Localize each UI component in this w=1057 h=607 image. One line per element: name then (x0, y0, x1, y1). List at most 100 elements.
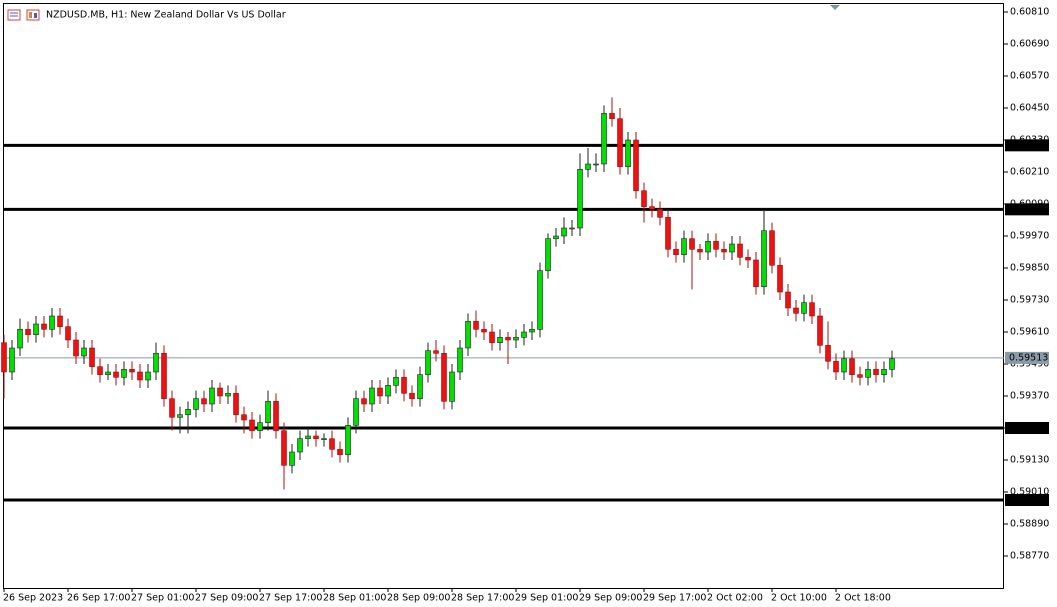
candle-body (809, 302, 815, 317)
x-tick-label: 28 Sep 01:00 (323, 593, 386, 604)
level-label: 0.59250 (1009, 423, 1048, 434)
candle-body (17, 329, 23, 349)
candle-body (441, 353, 447, 402)
candle-body (849, 358, 855, 375)
y-tick-label: 0.60690 (1010, 39, 1049, 50)
candle-body (417, 374, 423, 399)
y-tick-label: 0.59850 (1010, 263, 1049, 274)
symbol-icon (7, 9, 40, 21)
candle-body (697, 249, 703, 253)
y-tick-label: 0.59730 (1010, 295, 1049, 306)
candle-body (297, 438, 303, 453)
candle-body (865, 369, 871, 378)
candle-body (329, 438, 335, 450)
candle-body (105, 371, 111, 375)
candle-body (489, 331, 495, 343)
candle-body (857, 374, 863, 378)
candle-body (609, 113, 615, 119)
candle-body (9, 347, 15, 373)
candle-body (169, 398, 175, 418)
candle-body (65, 326, 71, 341)
candle-body (505, 337, 511, 341)
candle-body (161, 353, 167, 399)
shift-marker (830, 5, 840, 10)
y-tick-label: 0.59370 (1010, 391, 1049, 402)
candle-body (145, 371, 151, 381)
x-tick-label: 29 Sep 17:00 (643, 593, 706, 604)
candle-body (49, 315, 55, 330)
candle-body (801, 302, 807, 314)
x-tick-label: 27 Sep 09:00 (195, 593, 258, 604)
candle-body (785, 291, 791, 309)
candle-body (521, 331, 527, 338)
candle-body (561, 227, 567, 237)
candle-body (569, 227, 575, 230)
candle-body (841, 358, 847, 373)
candle-body (825, 345, 831, 362)
candle-body (473, 321, 479, 330)
level-label-box (1005, 494, 1049, 506)
candle-body (369, 387, 375, 405)
candle-body (665, 217, 671, 250)
candle-body (513, 337, 519, 341)
level-label-box (1005, 139, 1049, 152)
candle-body (401, 377, 407, 394)
candle-body (657, 209, 663, 218)
candle-body (465, 321, 471, 349)
candle-body (73, 339, 79, 357)
candle-body (537, 270, 543, 330)
candle-body (425, 350, 431, 375)
x-tick-label: 29 Sep 01:00 (515, 593, 578, 604)
candle-body (761, 230, 767, 287)
candle-body (497, 337, 503, 343)
candle-body (377, 387, 383, 397)
candle-body (585, 163, 591, 170)
candle-body (249, 419, 255, 431)
candle-body (25, 329, 31, 335)
candle-body (361, 398, 367, 405)
candle-body (481, 329, 487, 333)
candle-body (1, 342, 7, 373)
candle-body (409, 393, 415, 399)
candle-body (313, 435, 319, 439)
x-tick-label: 27 Sep 01:00 (131, 593, 194, 604)
candle-body (721, 249, 727, 253)
x-tick-label: 2 Oct 10:00 (771, 593, 827, 604)
level-label-box (1005, 203, 1049, 216)
candle-body (681, 238, 687, 255)
y-tick-label: 0.59130 (1010, 455, 1049, 466)
y-tick-label: 0.59010 (1010, 487, 1049, 498)
candle-body (81, 347, 87, 357)
candle-body (233, 393, 239, 415)
candle-body (673, 249, 679, 255)
candle-body (33, 323, 39, 335)
candle-body (337, 449, 343, 455)
candle-body (457, 347, 463, 373)
x-tick-label: 29 Sep 09:00 (579, 593, 642, 604)
candle-body (641, 190, 647, 207)
candle-body (769, 230, 775, 266)
candle-body (833, 361, 839, 373)
candle-body (385, 385, 391, 397)
candle-body (129, 369, 135, 373)
candle-body (209, 387, 215, 405)
candle-body (545, 238, 551, 271)
current-price-label: 0.59513 (1009, 352, 1048, 363)
x-tick-label: 26 Sep 2023 (3, 593, 63, 604)
candle-body (817, 315, 823, 346)
candle-body (353, 398, 359, 426)
candle-body (881, 369, 887, 375)
x-tick-label: 28 Sep 17:00 (451, 593, 514, 604)
plot-frame (3, 3, 1004, 589)
candle-body (553, 235, 559, 239)
level-label: 0.60310 (1009, 140, 1048, 151)
x-tick-label: 28 Sep 09:00 (387, 593, 450, 604)
candle-body (777, 265, 783, 293)
candle-body (737, 243, 743, 258)
level-label: 0.58980 (1009, 495, 1048, 506)
candle-body (273, 401, 279, 431)
candle-body (121, 369, 127, 378)
candle-body (305, 435, 311, 439)
y-tick-label: 0.59970 (1010, 231, 1049, 242)
